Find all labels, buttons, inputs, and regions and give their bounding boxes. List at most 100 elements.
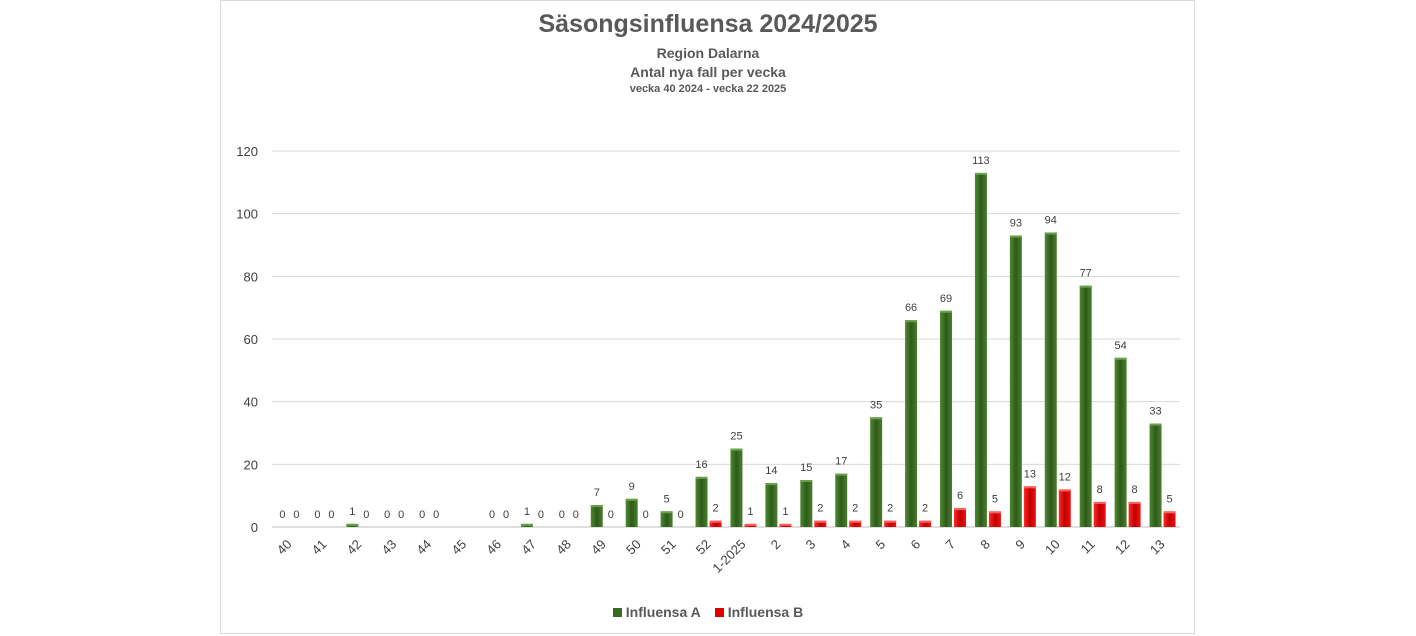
bar-cap-influensa-a [905,320,918,323]
x-tick-label: 51 [658,537,679,558]
data-label-influensa-b: 2 [817,503,823,515]
data-label-influensa-b: 0 [678,509,684,521]
bar-influensa-b [814,520,827,527]
bar-influensa-a [974,172,987,527]
data-label-influensa-b: 12 [1059,471,1071,483]
data-label-influensa-a: 5 [664,493,670,505]
bar-cap-influensa-b [779,523,792,526]
bar-cap-influensa-a [1149,423,1162,426]
x-tick-label: 8 [977,537,993,553]
chart-frame [220,0,1195,634]
legend-label-influensa-b: Influensa B [727,604,804,620]
bar-influensa-a [1149,423,1162,527]
bar-cap-influensa-a [765,483,778,486]
bar-influensa-b [1093,501,1106,527]
x-tick-label: 11 [1078,537,1098,557]
x-tick-label: 3 [803,537,819,553]
legend-item-influensa-a: Influensa A [612,604,701,620]
bar-cap-influensa-a [1044,232,1057,235]
bar-cap-influensa-a [1009,235,1022,238]
data-label-influensa-a: 0 [314,509,320,521]
data-label-influensa-b: 8 [1097,484,1103,496]
data-label-influensa-a: 77 [1080,268,1092,280]
x-tick-label: 4 [838,537,854,553]
bar-influensa-b [1023,486,1036,527]
x-tick-label: 9 [1012,537,1028,553]
bar-cap-influensa-a [590,505,603,508]
x-tick-label: 1-2025 [709,537,748,576]
data-label-influensa-b: 2 [887,503,893,515]
data-label-influensa-a: 69 [940,293,952,305]
bar-influensa-a [800,480,813,527]
bar-cap-influensa-b [954,508,966,511]
chart-subtitle-period: vecka 40 2024 - vecka 22 2025 [629,83,787,95]
data-label-influensa-b: 6 [957,490,963,502]
bar-cap-influensa-a [730,448,743,451]
y-tick-label: 40 [244,395,258,410]
x-tick-label: 48 [553,537,574,558]
bar-cap-influensa-a [625,498,638,501]
data-label-influensa-a: 17 [835,456,847,468]
bar-influensa-b [1058,489,1071,527]
y-tick-label: 60 [244,332,258,347]
y-tick-label: 20 [244,457,258,472]
data-label-influensa-b: 2 [922,503,928,515]
data-label-influensa-b: 13 [1024,468,1036,480]
bar-influensa-a [765,483,778,527]
data-label-influensa-b: 0 [293,509,299,521]
x-tick-label: 10 [1042,537,1063,558]
x-tick-label: 6 [907,537,923,553]
data-label-influensa-a: 0 [384,509,390,521]
bar-cap-influensa-b [884,520,897,523]
data-label-influensa-b: 0 [608,509,614,521]
data-label-influensa-b: 0 [363,509,369,521]
x-tick-label: 13 [1147,537,1168,558]
bar-influensa-a [1114,357,1127,527]
data-label-influensa-b: 2 [852,503,858,515]
bar-cap-influensa-b [1058,489,1071,492]
bar-cap-influensa-a [1079,285,1092,288]
x-tick-label: 44 [413,537,434,558]
x-tick-label: 12 [1112,537,1133,558]
data-label-influensa-b: 0 [328,509,334,521]
bar-cap-influensa-a [800,480,813,482]
x-tick-label: 40 [274,537,295,558]
y-tick-label: 0 [251,520,258,535]
legend-label-influensa-a: Influensa A [625,604,701,620]
bar-cap-influensa-a [940,310,952,313]
data-label-influensa-a: 66 [905,302,917,314]
bar-cap-influensa-a [870,417,883,420]
data-label-influensa-b: 1 [747,506,753,518]
data-label-influensa-a: 93 [1010,218,1022,230]
bar-influensa-a [870,417,883,527]
bar-influensa-b [884,520,897,527]
data-label-influensa-a: 35 [870,399,882,411]
x-tick-label: 41 [309,537,330,558]
data-label-influensa-b: 0 [573,509,579,521]
x-tick-label: 52 [693,537,714,558]
x-tick-label: 42 [344,537,365,558]
bar-influensa-b [709,520,722,527]
data-label-influensa-b: 5 [1166,493,1172,505]
bar-cap-influensa-b [1093,501,1106,504]
bar-cap-influensa-a [660,511,673,514]
bar-influensa-a [590,505,603,527]
bar-influensa-a [695,476,708,527]
bar-cap-influensa-a [695,476,708,479]
bar-cap-influensa-b [988,511,1001,514]
x-tick-label: 45 [448,537,469,558]
data-label-influensa-b: 0 [503,509,509,521]
bar-influensa-a [660,511,673,527]
bar-influensa-b [954,508,966,527]
data-label-influensa-b: 0 [398,509,404,521]
bar-cap-influensa-a [974,172,987,175]
bar-influensa-a [905,320,918,527]
y-tick-label: 100 [236,207,258,222]
bar-influensa-b [919,520,932,527]
data-label-influensa-a: 94 [1045,214,1057,226]
bar-influensa-a [730,448,743,527]
bar-cap-influensa-a [520,523,533,526]
data-label-influensa-a: 0 [489,509,495,521]
bar-cap-influensa-b [709,520,722,523]
